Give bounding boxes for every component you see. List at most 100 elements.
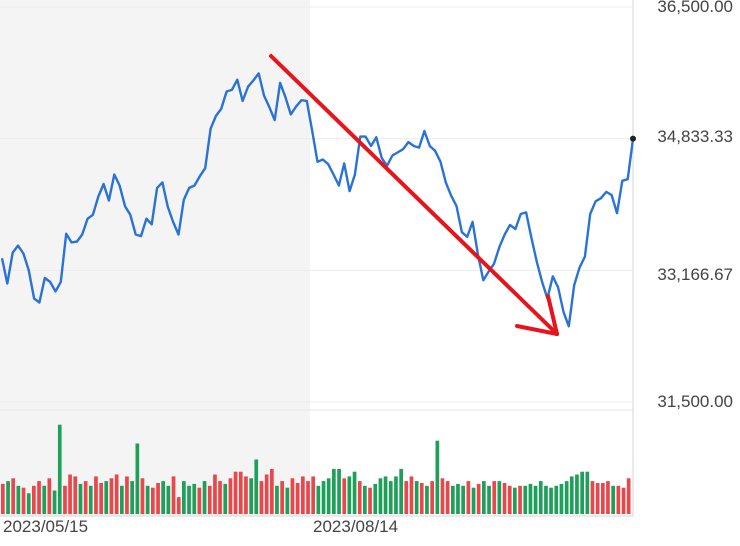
price-line — [0, 72, 635, 328]
volume-bar — [6, 481, 10, 514]
volume-bar — [357, 481, 362, 514]
volume-bar — [482, 481, 486, 514]
volume-bar — [414, 481, 419, 514]
volume-bar — [316, 485, 321, 514]
volume-bar — [368, 487, 372, 514]
volume-bar — [290, 478, 295, 514]
volume-bar — [497, 481, 502, 514]
volume-bar — [502, 483, 507, 514]
volume-bar — [233, 471, 238, 514]
volume-bar — [202, 481, 207, 514]
volume-bar — [580, 471, 584, 514]
volume-bar — [73, 476, 78, 514]
y-tick-label: 31,500.00 — [657, 392, 733, 411]
volume-bar — [125, 476, 129, 514]
volume-bar — [306, 481, 310, 514]
volume-bar — [476, 483, 481, 514]
volume-bar — [471, 487, 476, 514]
volume-bar — [47, 478, 52, 514]
highlighted-period — [0, 0, 310, 516]
volume-bar — [264, 474, 269, 514]
volume-bar — [130, 481, 134, 514]
y-tick-label: 33,166.67 — [657, 265, 733, 284]
volume-bar — [156, 483, 160, 514]
volume-bar — [140, 478, 145, 514]
y-tick-label: 34,833.33 — [657, 127, 733, 146]
volume-bar — [394, 476, 398, 514]
x-tick-label: 2023/05/15 — [3, 517, 88, 536]
volume-bar — [404, 481, 409, 514]
volume-bar — [399, 468, 403, 514]
volume-bar — [569, 476, 574, 514]
volume-bar — [626, 478, 631, 514]
volume-bar — [11, 478, 15, 514]
volume-bar — [518, 485, 522, 514]
volume-bar — [523, 485, 528, 514]
volume-bar — [1, 483, 5, 514]
volume-bar — [487, 485, 491, 514]
volume-bar — [176, 497, 181, 514]
volume-bar — [311, 476, 315, 514]
volume-bar — [347, 476, 352, 514]
volume-bar — [270, 468, 274, 514]
volume-bar — [466, 481, 471, 514]
trend-arrow — [269, 54, 559, 336]
volume-bar — [21, 487, 26, 514]
volume-bar — [42, 485, 47, 514]
volume-bar — [585, 471, 590, 514]
volume-bar — [197, 487, 202, 514]
volume-bar — [435, 440, 440, 514]
volume-bar — [456, 483, 460, 514]
volume-bar — [601, 483, 605, 514]
trend-arrow-shaft — [269, 54, 559, 336]
volume-bar — [606, 481, 610, 514]
volume-bar — [301, 476, 305, 514]
volume-bars — [1, 424, 631, 514]
volume-bar — [554, 485, 559, 514]
volume-bar — [171, 476, 176, 514]
last-price-marker — [630, 135, 636, 142]
volume-bar — [94, 476, 98, 514]
volume-bar — [616, 485, 621, 514]
volume-bar — [595, 483, 600, 514]
volume-bar — [26, 493, 31, 514]
volume-bar — [213, 474, 217, 514]
volume-bar — [275, 485, 279, 514]
volume-bar — [430, 481, 434, 514]
volume-bar — [182, 481, 186, 514]
volume-bar — [166, 485, 171, 514]
volume-bar — [151, 487, 155, 514]
x-tick-label: 2023/08/14 — [313, 517, 398, 536]
volume-bar — [280, 481, 284, 514]
volume-bar — [492, 481, 497, 514]
volume-bar — [295, 483, 300, 514]
volume-bar — [549, 487, 553, 514]
volume-bar — [378, 478, 383, 514]
volume-bar — [326, 478, 331, 514]
volume-bar — [16, 485, 21, 514]
volume-bar — [83, 481, 88, 514]
volume-bar — [544, 485, 548, 514]
volume-bar — [611, 485, 615, 514]
volume-bar — [388, 481, 393, 514]
volume-bar — [114, 474, 119, 514]
volume-bar — [528, 483, 533, 514]
volume-bar — [104, 481, 109, 514]
volume-bar — [419, 483, 424, 514]
volume-bar — [223, 483, 228, 514]
volume-bar — [63, 485, 67, 514]
trend-arrow-head-left — [515, 324, 559, 336]
volume-bar — [161, 481, 165, 514]
volume-bar — [621, 487, 626, 514]
volume-bar — [192, 483, 197, 514]
volume-bar — [363, 485, 367, 514]
volume-bar — [507, 485, 512, 514]
volume-bar — [259, 481, 264, 514]
volume-bar — [218, 481, 222, 514]
volume-bar — [337, 468, 341, 514]
volume-bar — [285, 487, 290, 514]
volume-bar — [451, 485, 455, 514]
volume-bar — [445, 481, 450, 514]
volume-bar — [342, 478, 347, 514]
